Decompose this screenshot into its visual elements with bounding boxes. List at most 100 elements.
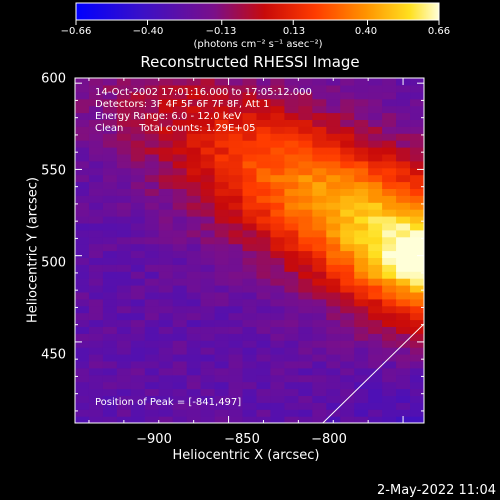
heatmap-cell: [144, 119, 160, 127]
heatmap-cell: [256, 285, 272, 293]
heatmap-cell: [116, 298, 132, 307]
heatmap-cell: [340, 340, 355, 348]
heatmap-cell: [102, 326, 118, 334]
heatmap-cell: [242, 326, 258, 334]
heatmap-cell: [88, 126, 104, 134]
heatmap-cell: [256, 174, 272, 183]
heatmap-cell: [116, 91, 132, 100]
heatmap-cell: [340, 416, 355, 423]
heatmap-cell: [214, 347, 230, 355]
heatmap-cell: [368, 160, 383, 169]
heatmap-cell: [102, 257, 118, 265]
heatmap-cell: [75, 236, 90, 245]
heatmap-cell: [186, 229, 202, 238]
heatmap-cell: [214, 333, 230, 341]
heatmap-cell: [410, 98, 424, 107]
heatmap-cell: [312, 354, 327, 362]
heatmap-cell: [172, 236, 188, 245]
heatmap-cell: [312, 236, 327, 245]
heatmap-cell: [130, 278, 146, 286]
heatmap-cell: [88, 98, 104, 107]
heatmap-cell: [186, 367, 202, 376]
heatmap-cell: [75, 367, 90, 376]
heatmap-cell: [186, 78, 202, 86]
heatmap-cell: [144, 133, 160, 141]
heatmap-cell: [116, 340, 132, 348]
heatmap-cell: [158, 402, 174, 410]
heatmap-cell: [354, 153, 369, 162]
heatmap-cell: [410, 312, 424, 321]
heatmap-cell: [312, 326, 327, 334]
heatmap-cell: [424, 113, 439, 121]
heatmap-cell: [382, 312, 397, 321]
heatmap-cell: [214, 402, 230, 410]
heatmap-cell: [382, 160, 397, 169]
heatmap-cell: [102, 133, 118, 141]
heatmap-cell: [396, 84, 411, 93]
heatmap-cell: [214, 84, 230, 93]
heatmap-cell: [298, 236, 313, 245]
heatmap-cell: [144, 222, 160, 231]
heatmap-cell: [228, 285, 244, 293]
heatmap-cell: [172, 126, 188, 134]
heatmap-cell: [242, 84, 258, 93]
heatmap-cell: [75, 298, 90, 307]
heatmap-cell: [214, 305, 230, 314]
heatmap-cell: [200, 388, 216, 396]
heatmap-cell: [75, 98, 90, 107]
heatmap-cell: [410, 395, 424, 403]
heatmap-cell: [354, 209, 369, 217]
heatmap-cell: [382, 257, 397, 265]
heatmap-cell: [130, 160, 146, 169]
heatmap-cell: [228, 250, 244, 258]
heatmap-cell: [116, 416, 132, 423]
heatmap-cell: [75, 243, 90, 252]
heatmap-cell: [410, 78, 424, 79]
heatmap-cell: [242, 388, 258, 396]
heatmap-cell: [410, 416, 424, 423]
heatmap-cell: [312, 78, 327, 79]
heatmap-cell: [284, 112, 299, 120]
colorbar-tick-label: −0.40: [132, 26, 164, 37]
heatmap-cell: [256, 98, 272, 107]
heatmap-cell: [354, 119, 369, 127]
heatmap-cell: [270, 409, 285, 417]
heatmap-cell: [130, 347, 146, 355]
heatmap-cell: [312, 133, 327, 141]
heatmap-cell: [368, 140, 383, 148]
heatmap-cell: [186, 388, 202, 396]
heatmap-cell: [270, 416, 285, 423]
heatmap-cell: [88, 264, 104, 272]
heatmap-cell: [354, 236, 369, 245]
heatmap-cell: [270, 236, 285, 245]
heatmap-cell: [102, 147, 118, 155]
heatmap-cell: [242, 243, 258, 252]
heatmap-cell: [256, 319, 272, 327]
heatmap-cell: [410, 305, 424, 314]
heatmap-cell: [172, 119, 188, 127]
heatmap-cell: [214, 126, 230, 134]
heatmap-cell: [102, 333, 118, 341]
colorbar-tick-label: 0.40: [354, 26, 378, 37]
heatmap-cell: [270, 167, 285, 176]
heatmap-cell: [130, 257, 146, 265]
heatmap-cell: [242, 202, 258, 210]
heatmap-cell: [270, 319, 285, 327]
heatmap-cell: [200, 119, 216, 127]
heatmap-cell: [382, 374, 397, 383]
heatmap-cell: [270, 112, 285, 120]
heatmap-cell: [88, 112, 104, 120]
heatmap-cell: [284, 402, 299, 410]
heatmap-cell: [326, 78, 341, 79]
heatmap-cell: [214, 367, 230, 376]
heatmap-cell: [214, 312, 230, 321]
heatmap-cell: [256, 264, 272, 272]
heatmap-cell: [382, 236, 397, 245]
heatmap-cell: [228, 354, 244, 362]
heatmap-cell: [256, 333, 272, 341]
heatmap-cell: [410, 367, 424, 376]
heatmap-cell: [186, 160, 202, 169]
heatmap-cell: [214, 78, 230, 79]
heatmap-cell: [186, 236, 202, 245]
heatmap-cell: [144, 278, 160, 286]
